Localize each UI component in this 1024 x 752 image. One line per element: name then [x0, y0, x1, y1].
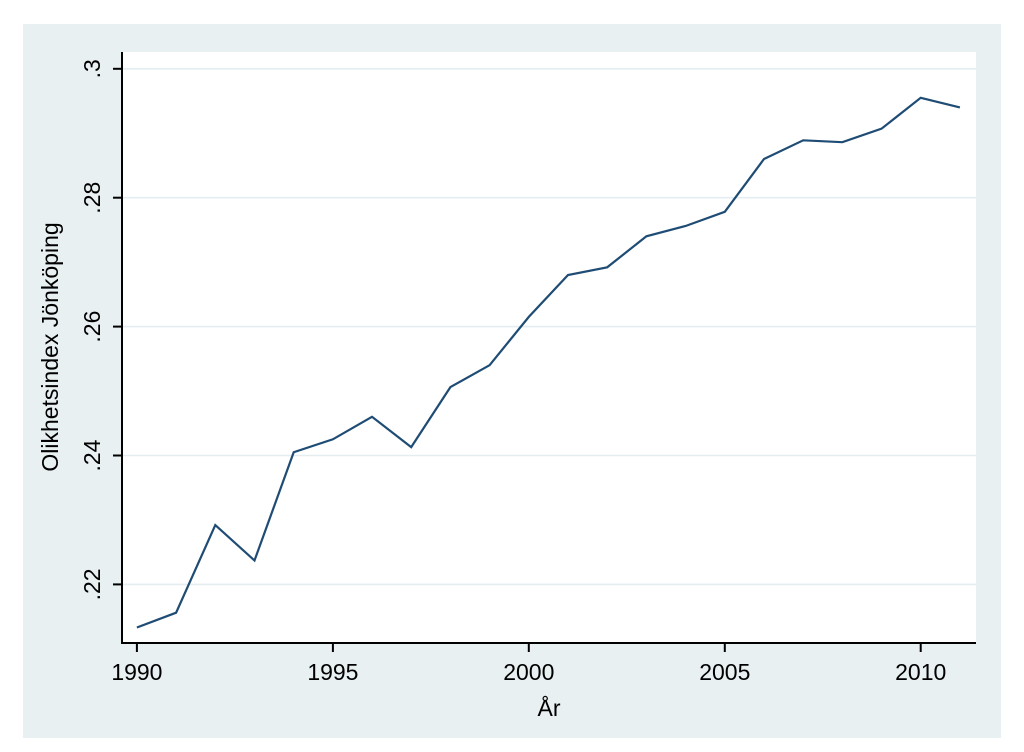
y-tick-label: .26	[79, 311, 105, 343]
data-series-group	[136, 96, 961, 629]
x-tick-label: 2005	[699, 659, 750, 685]
x-axis-title: År	[538, 694, 561, 721]
axis-lines	[121, 52, 976, 644]
x-tick-label: 2000	[503, 659, 554, 685]
y-axis-ticks: .22 .24 .26 .28 .3	[79, 59, 122, 600]
data-line	[136, 96, 961, 629]
y-tick-label: .28	[79, 182, 105, 214]
y-tick-label: .24	[79, 439, 105, 471]
x-tick-label: 1990	[111, 659, 162, 685]
x-axis-ticks: 1990 1995 2000 2005 2010	[111, 643, 946, 685]
y-tick-label: .3	[79, 59, 105, 78]
y-tick-label: .22	[79, 568, 105, 600]
plot-area	[122, 52, 976, 643]
y-axis-title: Olikhetsindex Jönköping	[37, 222, 63, 471]
gridlines	[122, 68, 976, 586]
x-tick-label: 2010	[895, 659, 946, 685]
x-tick-label: 1995	[307, 659, 358, 685]
